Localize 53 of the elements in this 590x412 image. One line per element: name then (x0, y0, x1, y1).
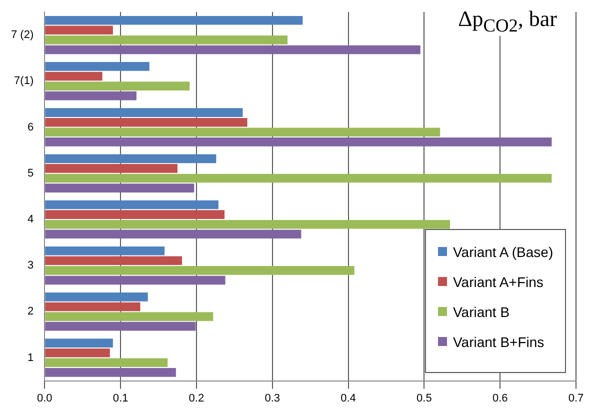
legend-label: Variant B (453, 304, 510, 320)
bar (45, 154, 216, 164)
x-tick-label: 0.0 (36, 392, 52, 404)
bar (45, 118, 248, 127)
chart-title: Δp$_{CO2}$, bar (455, 6, 560, 36)
y-tick-label: 6 (27, 121, 34, 134)
bar (45, 338, 113, 348)
x-tick-label: 0.3 (264, 392, 280, 404)
bar (45, 164, 178, 173)
bar (45, 210, 225, 219)
y-tick-label: 4 (27, 213, 34, 226)
bar (45, 200, 218, 210)
y-tick-label: 7(1) (14, 75, 34, 88)
bar (45, 174, 552, 183)
bar (45, 230, 302, 239)
bar (45, 82, 190, 90)
x-tick-label: 0.6 (492, 392, 508, 404)
bar (45, 108, 243, 117)
bar (45, 292, 148, 302)
bar (45, 220, 450, 229)
bar (45, 358, 168, 368)
bar (45, 256, 182, 266)
bar (45, 62, 150, 71)
bar (45, 312, 214, 321)
bar (45, 91, 136, 100)
bar (45, 72, 102, 81)
legend-label: Variant A (Base) (453, 244, 554, 260)
bar (45, 26, 113, 35)
y-tick-label: 5 (27, 167, 34, 180)
y-tick-label: 3 (27, 260, 34, 272)
y-tick-label: 2 (27, 306, 34, 318)
bar (45, 266, 354, 275)
bar (45, 16, 303, 25)
x-tick-label: 0.5 (416, 392, 432, 404)
legend-label: Variant A+Fins (453, 274, 544, 290)
bar (45, 348, 110, 358)
bar (45, 138, 552, 146)
bar (45, 184, 194, 192)
bar (45, 276, 226, 285)
bar (45, 368, 176, 377)
bar (45, 322, 196, 331)
x-tick-label: 0.7 (568, 392, 584, 404)
x-tick-label: 0.4 (340, 392, 356, 404)
legend-label: Variant B+Fins (453, 334, 544, 350)
bar (45, 302, 140, 312)
x-tick-label: 0.1 (112, 392, 128, 404)
bar (45, 246, 165, 256)
x-tick-label: 0.2 (188, 392, 204, 404)
bar (45, 45, 420, 54)
bar (45, 36, 288, 44)
bar (45, 128, 440, 137)
y-tick-label: 1 (27, 352, 34, 364)
y-tick-label: 7 (2) (10, 29, 34, 42)
